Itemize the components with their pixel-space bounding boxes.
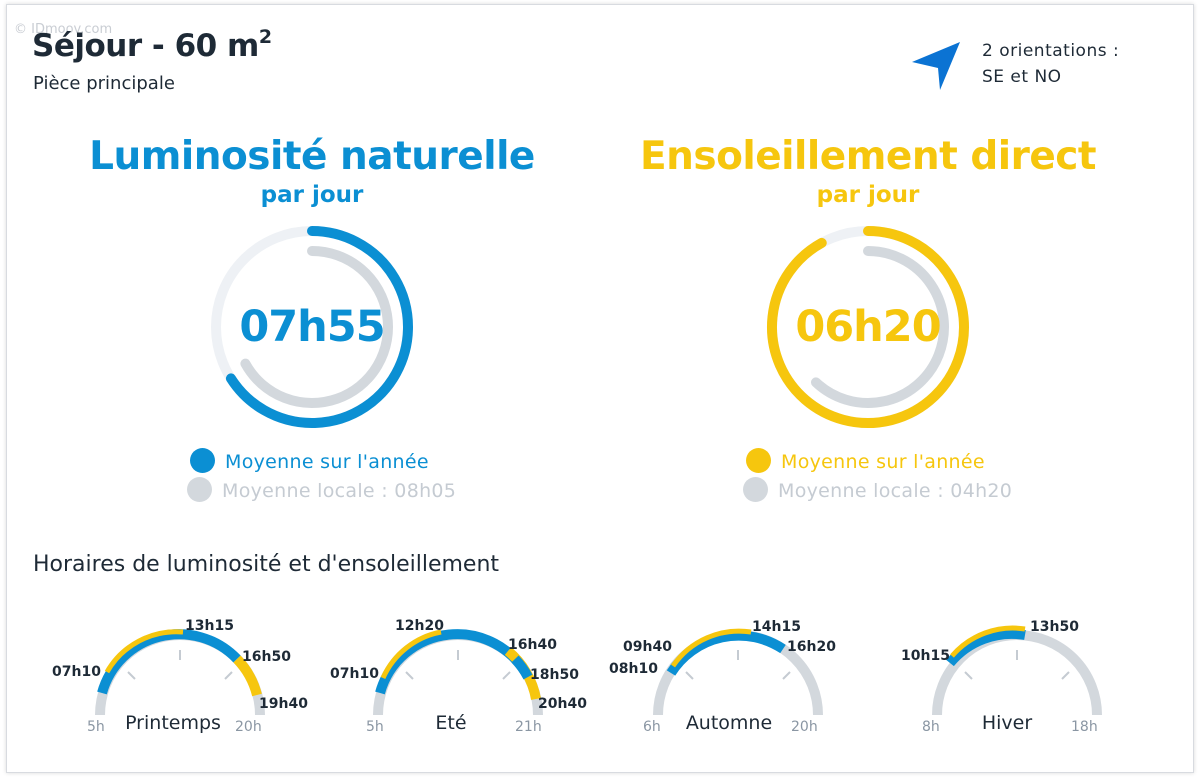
- time-label: 16h50: [242, 649, 291, 665]
- sunshine-legend-main-text: Moyenne sur l'année: [781, 451, 985, 473]
- luminosity-title: Luminosité naturelle: [89, 134, 535, 179]
- room-subtitle: Pièce principale: [33, 73, 175, 94]
- blue-dot-icon: [190, 448, 215, 473]
- gauge-tick: [964, 671, 973, 680]
- axis-end: 21h: [515, 719, 542, 735]
- axis-end: 20h: [791, 719, 818, 735]
- gauge-sun-arc-1: [380, 629, 442, 680]
- axis-start: 5h: [366, 719, 384, 735]
- sunshine-local-arc: [810, 246, 949, 408]
- luminosity-legend-local-text: Moyenne locale : 08h05: [222, 480, 457, 502]
- grey-dot-icon: [187, 477, 212, 502]
- time-label: 10h15: [901, 648, 950, 664]
- gauge-tick: [685, 671, 694, 680]
- orientation-info: 2 orientations : SE et NO: [982, 38, 1119, 90]
- gauge-light-arc-2: [511, 655, 533, 680]
- time-label: 13h15: [185, 618, 234, 634]
- sunshine-legend-local: Moyenne locale : 04h20: [743, 477, 1012, 502]
- gauge-printemps: [95, 629, 265, 716]
- axis-end: 20h: [235, 719, 262, 735]
- luminosity-legend-main: Moyenne sur l'année: [190, 448, 429, 473]
- sunshine-legend-local-text: Moyenne locale : 04h20: [778, 480, 1013, 502]
- sunshine-title: Ensoleillement direct: [639, 134, 1097, 179]
- season-name: Eté: [435, 712, 467, 734]
- gauge-automne: [653, 628, 823, 716]
- schedule-title: Horaires de luminosité et d'ensoleilleme…: [33, 552, 500, 577]
- sunshine-legend-main: Moyenne sur l'année: [746, 448, 985, 473]
- luminosity-value: 07h55: [239, 302, 385, 352]
- yellow-dot-icon: [746, 448, 771, 473]
- gauge-tick: [127, 671, 136, 680]
- gauge-tick: [405, 671, 414, 680]
- gauge-light-arc: [97, 629, 241, 695]
- time-label: 07h10: [330, 666, 379, 682]
- axis-end: 18h: [1071, 719, 1098, 735]
- luminosity-ring-arc: [225, 226, 413, 428]
- gauge-tick: [1061, 671, 1070, 680]
- orientation-line2: SE et NO: [982, 67, 1062, 87]
- luminosity-legend-local: Moyenne locale : 08h05: [187, 477, 456, 502]
- time-label: 13h50: [1030, 619, 1079, 635]
- time-label: 12h20: [395, 618, 444, 634]
- gauge-tick: [782, 671, 791, 680]
- orientation-line1: 2 orientations :: [982, 41, 1120, 61]
- gauge-light-arc: [666, 630, 786, 676]
- room-title-text: Séjour - 60 m: [32, 28, 259, 64]
- gauge-sun-arc-1: [950, 625, 1026, 658]
- time-label: 09h40: [623, 639, 672, 655]
- time-label: 14h15: [752, 619, 801, 635]
- gauge-sun-arc-1: [670, 628, 752, 668]
- time-label: 16h40: [508, 637, 557, 653]
- navigation-arrow-icon: [908, 40, 964, 96]
- luminosity-local-arc: [240, 246, 393, 408]
- gauge-sun-arc-1: [104, 629, 184, 674]
- sunshine-subtitle: par jour: [816, 182, 920, 208]
- watermark: © IDmoov.com: [14, 22, 113, 37]
- gauge-tick: [502, 671, 511, 680]
- time-label: 07h10: [52, 664, 101, 680]
- gauge-sun-arc-2: [233, 655, 262, 697]
- gauge-tick: [224, 671, 233, 680]
- axis-start: 8h: [922, 719, 940, 735]
- report-card: [6, 4, 1194, 773]
- gauge-light-arc: [946, 628, 1026, 667]
- room-title-sup: 2: [258, 26, 272, 48]
- axis-start: 6h: [643, 719, 661, 735]
- luminosity-subtitle: par jour: [260, 182, 364, 208]
- time-label: 16h20: [787, 639, 836, 655]
- sunshine-ring-arc: [767, 226, 969, 428]
- time-label: 20h40: [538, 696, 587, 712]
- gauge-hiver: [932, 625, 1102, 716]
- time-label: 19h40: [259, 696, 308, 712]
- time-label: 08h10: [609, 661, 658, 677]
- axis-start: 5h: [87, 719, 105, 735]
- sunshine-ring: [767, 226, 969, 428]
- luminosity-legend-main-text: Moyenne sur l'année: [225, 451, 429, 473]
- grey-dot-icon: [743, 477, 768, 502]
- room-title: Séjour - 60 m2: [32, 26, 272, 64]
- sunshine-value: 06h20: [795, 302, 941, 352]
- gauge-ete: [373, 629, 543, 716]
- season-name: Hiver: [981, 712, 1033, 734]
- time-label: 18h50: [530, 667, 579, 683]
- season-name: Automne: [685, 712, 773, 734]
- luminosity-ring: [211, 226, 413, 428]
- season-name: Printemps: [125, 712, 221, 734]
- gauge-track: [95, 630, 265, 716]
